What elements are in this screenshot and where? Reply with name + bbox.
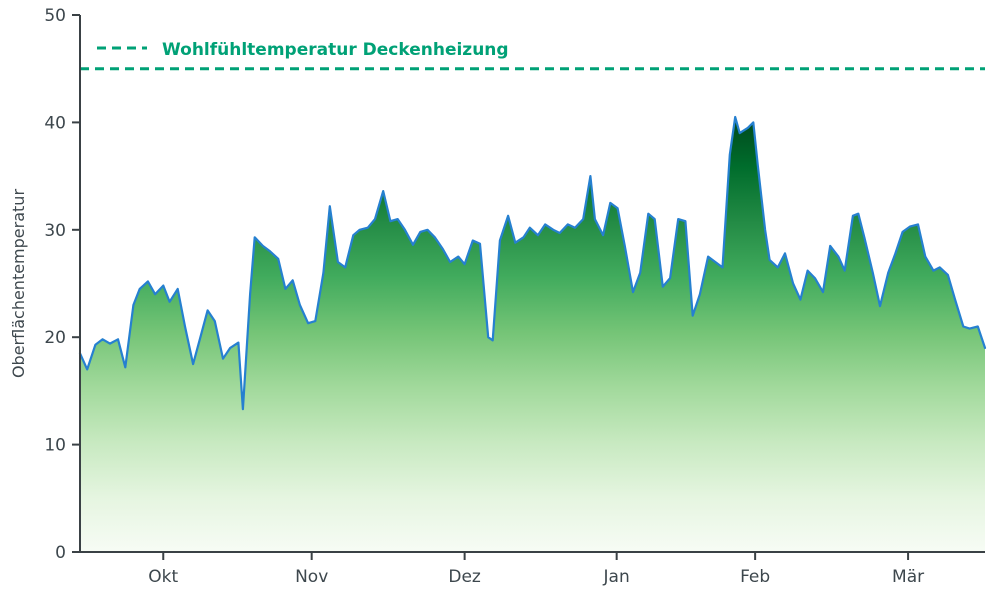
x-tick-label: Okt (148, 567, 178, 587)
y-tick-label: 40 (44, 113, 66, 133)
y-tick-label: 30 (44, 221, 66, 241)
temperature-area (80, 117, 985, 552)
y-tick-label: 10 (44, 436, 66, 456)
y-tick-label: 0 (55, 543, 66, 563)
y-tick-label: 50 (44, 6, 66, 26)
temperature-line (78, 115, 987, 411)
x-tick-label: Feb (740, 567, 770, 587)
x-tick-label: Jan (603, 567, 630, 587)
y-tick-label: 20 (44, 328, 66, 348)
legend-label: Wohlfühltemperatur Deckenheizung (162, 40, 509, 60)
x-tick-label: Mär (892, 567, 924, 587)
x-tick-label: Dez (448, 567, 481, 587)
x-tick-label: Nov (295, 567, 328, 587)
y-axis-label: Oberflächentemperatur (9, 189, 28, 378)
